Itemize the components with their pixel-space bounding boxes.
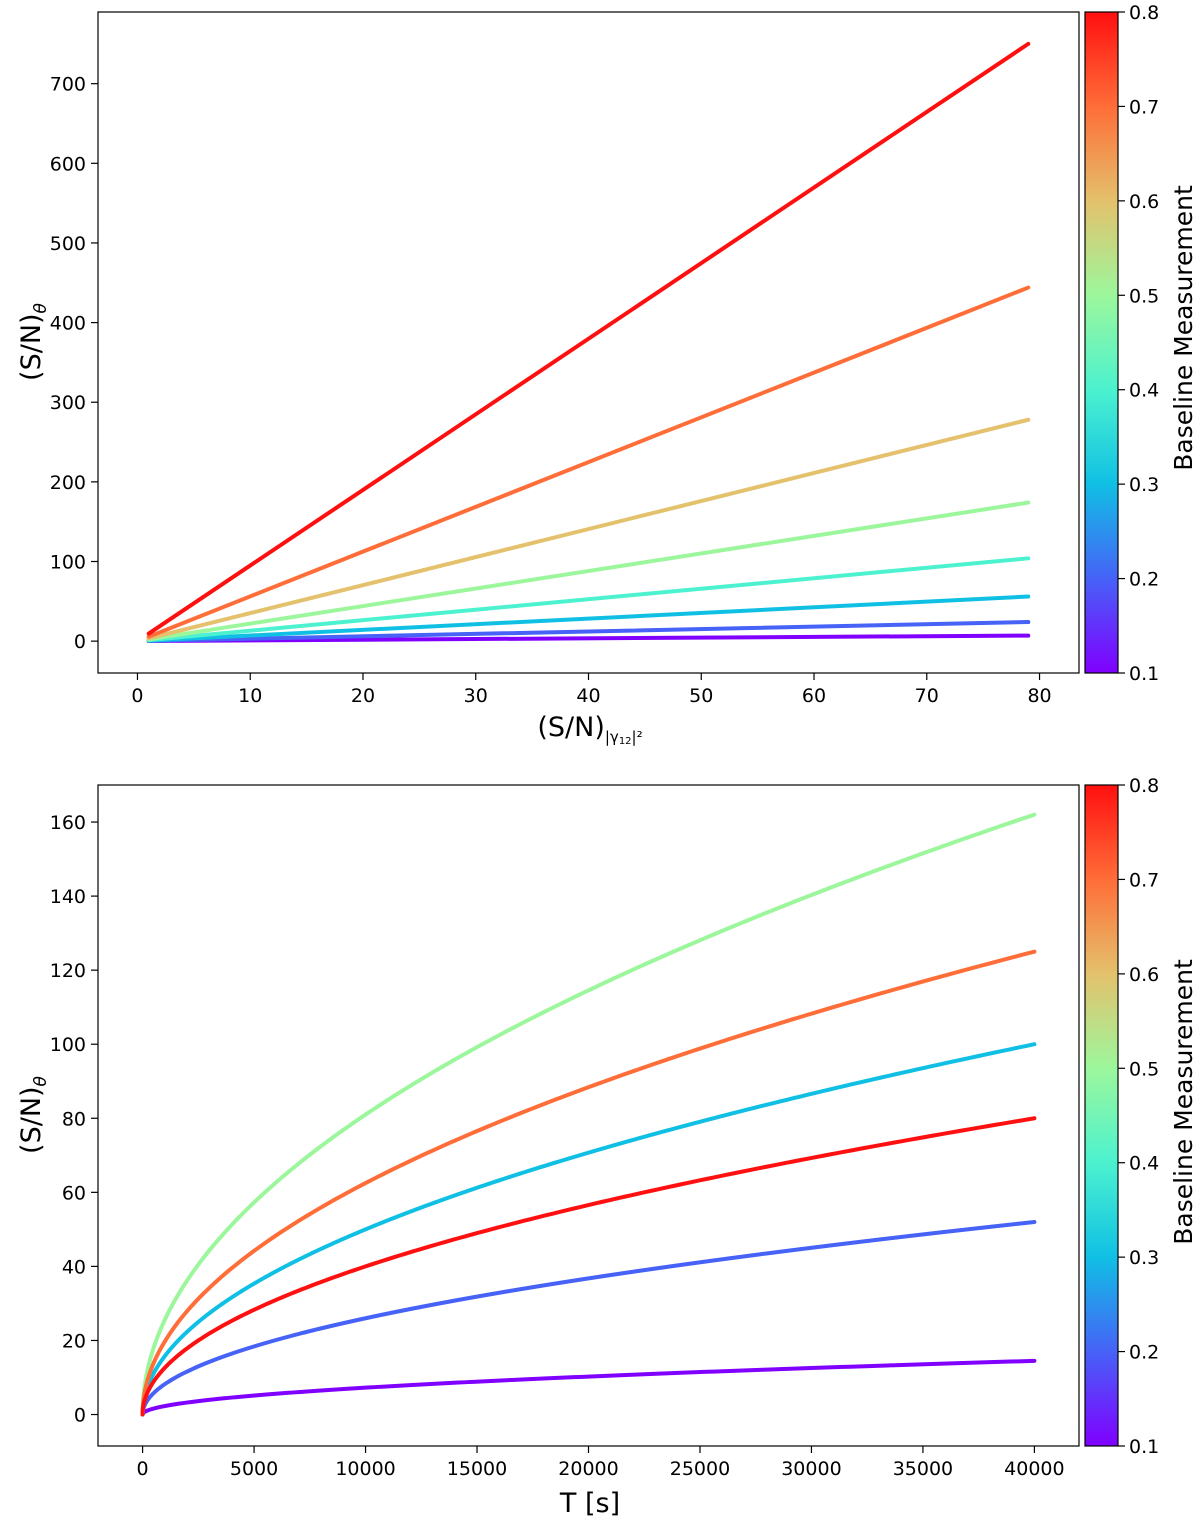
colorbar-tick-label: 0.7 — [1129, 869, 1159, 891]
series-line-b-0-2 — [146, 620, 1031, 643]
series-group-top — [146, 41, 1031, 644]
series-line-b-0-1 — [146, 633, 1031, 644]
colorbar-tick-label: 0.3 — [1129, 474, 1159, 496]
y-tick-label: 300 — [50, 392, 86, 414]
colorbar-tick-label: 0.2 — [1129, 1342, 1159, 1364]
colorbar-ticks-top: 0.1 0.2 0.3 0.4 0.5 0.6 0.7 0.8 — [1118, 2, 1159, 685]
y-tick-label: 60 — [62, 1182, 86, 1204]
colorbar-tick-label: 0.8 — [1129, 2, 1159, 24]
x-tick-label: 25000 — [670, 1458, 730, 1480]
x-tick-label: 50 — [689, 685, 713, 707]
colorbar-tick-label: 0.5 — [1129, 285, 1159, 307]
series-line-b-0-2 — [140, 1219, 1037, 1417]
colorbar-tick-label: 0.3 — [1129, 1247, 1159, 1269]
x-ticks-bottom: 0 5000 10000 15000 20000 25000 30000 35000 40000 — [137, 1446, 1065, 1480]
colorbar-tick-label: 0.5 — [1129, 1058, 1159, 1080]
y-ticks-top: 0 100 200 300 400 500 600 700 — [50, 74, 98, 653]
colorbar-tick-label: 0.4 — [1129, 380, 1159, 402]
y-tick-label: 120 — [50, 960, 86, 982]
colorbar-label-bottom: Baseline Measurement — [1169, 959, 1198, 1245]
colorbar-gradient-bottom — [1084, 784, 1119, 1447]
y-tick-label: 500 — [50, 233, 86, 255]
x-tick-label: 15000 — [447, 1458, 507, 1480]
x-tick-label: 0 — [131, 685, 143, 707]
colorbar-tick-label: 0.1 — [1129, 1436, 1159, 1458]
colorbar-tick-label: 0.4 — [1129, 1153, 1159, 1175]
colorbar-label-top: Baseline Measurement — [1169, 185, 1198, 471]
y-tick-label: 200 — [50, 472, 86, 494]
colorbar-bottom: 0.1 0.2 0.3 0.4 0.5 0.6 0.7 0.8 Baseline Measur… — [1084, 775, 1198, 1458]
colorbar-ticks-bottom: 0.1 0.2 0.3 0.4 0.5 0.6 0.7 0.8 — [1118, 775, 1159, 1458]
x-ticks-top: 0 10 20 30 40 50 60 70 80 — [131, 673, 1052, 707]
x-tick-label: 80 — [1027, 685, 1051, 707]
x-tick-label: 5000 — [230, 1458, 278, 1480]
x-axis-label-bottom: T [s] — [559, 1488, 620, 1519]
plot-frame-bottom — [97, 784, 1080, 1447]
colorbar-tick-label: 0.7 — [1129, 96, 1159, 118]
y-axis-label-top: (S/N)θ — [16, 302, 51, 381]
series-line-b-0-5 — [140, 812, 1037, 1417]
colorbar-tick-label: 0.1 — [1129, 663, 1159, 685]
y-tick-label: 140 — [50, 886, 86, 908]
y-tick-label: 100 — [50, 552, 86, 574]
series-line-b-0-4 — [146, 556, 1031, 643]
series-line-b-0-8 — [140, 1116, 1037, 1417]
x-tick-label: 0 — [137, 1458, 149, 1480]
y-tick-label: 700 — [50, 74, 86, 96]
x-tick-label: 20000 — [558, 1458, 618, 1480]
y-tick-label: 80 — [62, 1108, 86, 1130]
series-line-b-0-3 — [146, 594, 1031, 643]
y-ticks-bottom: 0 20 40 60 80 100 120 140 160 — [50, 812, 98, 1427]
chart-top: 0 10 20 30 40 50 60 70 80 0 100 200 300 400 500 600 700… — [16, 2, 1198, 747]
y-tick-label: 160 — [50, 812, 86, 834]
x-tick-label: 20 — [351, 685, 375, 707]
chart-bottom: 0 5000 10000 15000 20000 25000 30000 35000 40000… — [16, 775, 1198, 1519]
y-tick-label: 100 — [50, 1034, 86, 1056]
colorbar-tick-label: 0.6 — [1129, 964, 1159, 986]
plot-frame-top — [97, 11, 1080, 674]
x-tick-label: 60 — [802, 685, 826, 707]
series-line-b-0-7 — [146, 285, 1031, 639]
series-line-b-0-1 — [140, 1358, 1037, 1417]
series-line-b-0-6 — [146, 417, 1031, 641]
x-tick-label: 40 — [576, 685, 600, 707]
x-tick-label: 30000 — [781, 1458, 841, 1480]
x-tick-label: 40000 — [1004, 1458, 1064, 1480]
colorbar-top: 0.1 0.2 0.3 0.4 0.5 0.6 0.7 0.8 Baseline Measur… — [1084, 2, 1198, 685]
x-tick-label: 70 — [915, 685, 939, 707]
colorbar-tick-label: 0.2 — [1129, 569, 1159, 591]
series-line-b-0-3 — [140, 1042, 1037, 1417]
series-line-b-0-7 — [140, 949, 1037, 1417]
x-tick-label: 10 — [238, 685, 262, 707]
series-group-bottom — [140, 812, 1037, 1417]
y-tick-label: 0 — [74, 631, 86, 653]
y-tick-label: 40 — [62, 1256, 86, 1278]
x-tick-label: 10000 — [335, 1458, 395, 1480]
y-tick-label: 600 — [50, 153, 86, 175]
y-tick-label: 20 — [62, 1330, 86, 1352]
colorbar-tick-label: 0.6 — [1129, 191, 1159, 213]
series-line-b-0-5 — [146, 500, 1031, 642]
y-tick-label: 400 — [50, 313, 86, 335]
y-axis-label-bottom: (S/N)θ — [16, 1075, 51, 1154]
x-axis-label-top: (S/N)|γ12|² — [537, 712, 642, 747]
series-line-b-0-8 — [146, 41, 1031, 636]
y-tick-label: 0 — [74, 1405, 86, 1427]
colorbar-gradient-top — [1084, 11, 1119, 674]
colorbar-tick-label: 0.8 — [1129, 775, 1159, 797]
x-tick-label: 30 — [464, 685, 488, 707]
x-tick-label: 35000 — [893, 1458, 953, 1480]
